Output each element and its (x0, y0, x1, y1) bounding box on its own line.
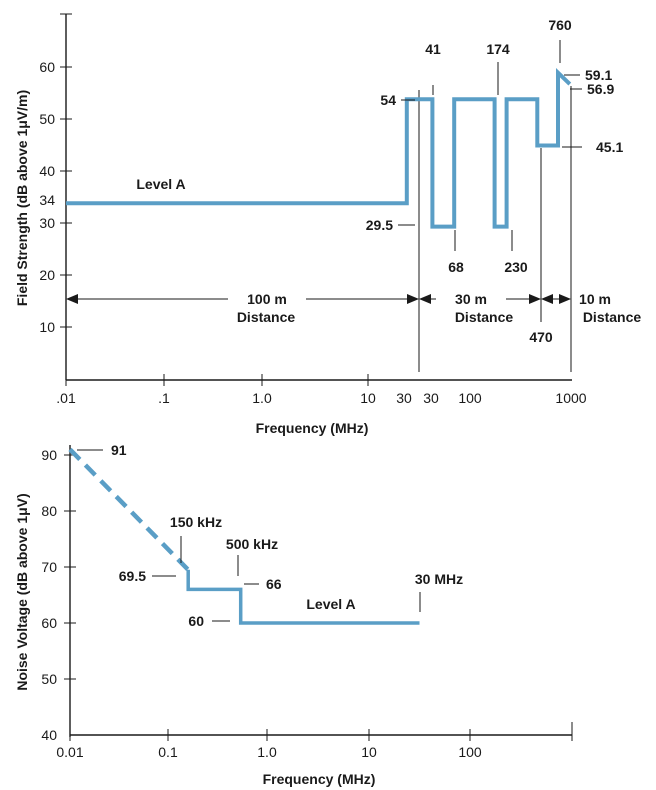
top-x-axis: .01 .1 1.0 10 30 30 100 1000 Frequency (… (56, 374, 587, 436)
top-xtick-1000: 1000 (555, 390, 586, 406)
distance-arrow-100m (66, 294, 419, 304)
top-xtick-30-a: 30 (396, 390, 412, 406)
top-xtick-0.01: .01 (56, 390, 76, 406)
bottom-ytick-40: 40 (41, 727, 57, 743)
top-ytick-30: 30 (39, 215, 55, 231)
bottom-ytick-50: 50 (41, 671, 57, 687)
bottom-series-line (186, 569, 420, 625)
bottom-x-axis-label: Frequency (MHz) (263, 771, 376, 787)
distance-100m-word: Distance (237, 309, 296, 325)
bottom-annot-66: 66 (266, 576, 282, 592)
bottom-ytick-70: 70 (41, 559, 57, 575)
top-annot-230: 230 (504, 259, 528, 275)
top-annot-174: 174 (486, 41, 510, 57)
bottom-xtick-0.01: 0.01 (56, 744, 83, 760)
top-xtick-1.0: 1.0 (252, 390, 272, 406)
top-ytick-60: 60 (39, 59, 55, 75)
top-annot-41: 41 (425, 41, 441, 57)
top-value-leaders (398, 40, 582, 251)
top-y-axis: 10 20 30 34 40 50 60 Field Strength (dB … (14, 13, 72, 380)
top-annot-54: 54 (380, 92, 396, 108)
top-ytick-40: 40 (39, 163, 55, 179)
top-annot-470: 470 (529, 329, 553, 345)
distance-arrow-10m (541, 294, 571, 304)
bottom-xtick-1.0: 1.0 (257, 744, 277, 760)
distance-arrow-30m (419, 294, 541, 304)
top-series-line (66, 67, 572, 229)
bottom-ytick-80: 80 (41, 503, 57, 519)
bottom-xtick-10: 10 (361, 744, 377, 760)
bottom-y-axis: 40 50 60 70 80 90 Noise Voltage (dB abov… (14, 445, 76, 743)
bottom-xtick-100: 100 (458, 744, 482, 760)
top-xtick-100: 100 (458, 390, 482, 406)
bottom-series-label: Level A (306, 596, 355, 612)
distance-10m-label: 10 m (579, 291, 611, 307)
top-annot-29-5: 29.5 (366, 217, 393, 233)
distance-100m-label: 100 m (247, 291, 287, 307)
top-series-label: Level A (136, 176, 185, 192)
chart-field-strength: 10 20 30 34 40 50 60 Field Strength (dB … (14, 13, 642, 436)
top-x-axis-label: Frequency (MHz) (256, 420, 369, 436)
bottom-ytick-90: 90 (41, 447, 57, 463)
bottom-xtick-0.1: 0.1 (158, 744, 178, 760)
top-ytick-20: 20 (39, 267, 55, 283)
top-annot-68: 68 (448, 259, 464, 275)
bottom-value-leaders (77, 449, 421, 622)
bottom-annot-91: 91 (111, 442, 127, 458)
bottom-annot-60: 60 (188, 613, 204, 629)
top-ytick-34: 34 (39, 192, 55, 208)
top-ytick-50: 50 (39, 111, 55, 127)
bottom-annot-150khz: 150 kHz (170, 514, 222, 530)
top-annot-56-9: 56.9 (587, 81, 614, 97)
top-annot-59-1: 59.1 (585, 67, 612, 83)
bottom-x-axis: 0.01 0.1 1.0 10 100 Frequency (MHz) (56, 722, 573, 787)
bottom-annot-500khz: 500 kHz (226, 536, 278, 552)
distance-30m-word: Distance (455, 309, 514, 325)
bottom-y-axis-label: Noise Voltage (dB above 1μV) (14, 493, 30, 690)
top-xtick-10: 10 (360, 390, 376, 406)
chart-noise-voltage: 40 50 60 70 80 90 Noise Voltage (dB abov… (14, 442, 573, 787)
distance-30m-label: 30 m (455, 291, 487, 307)
top-annot-760: 760 (548, 17, 572, 33)
top-ytick-10: 10 (39, 319, 55, 335)
bottom-annot-30mhz: 30 MHz (415, 571, 463, 587)
top-annot-45-1: 45.1 (596, 139, 623, 155)
distance-10m-word: Distance (583, 309, 642, 325)
bottom-annot-69-5: 69.5 (119, 568, 146, 584)
bottom-series-dashed-segment (68, 447, 190, 572)
bottom-ytick-60: 60 (41, 615, 57, 631)
top-y-axis-label: Field Strength (dB above 1μV/m) (14, 90, 30, 306)
top-xtick-30-b: 30 (423, 390, 439, 406)
top-xtick-0.1: .1 (158, 390, 170, 406)
